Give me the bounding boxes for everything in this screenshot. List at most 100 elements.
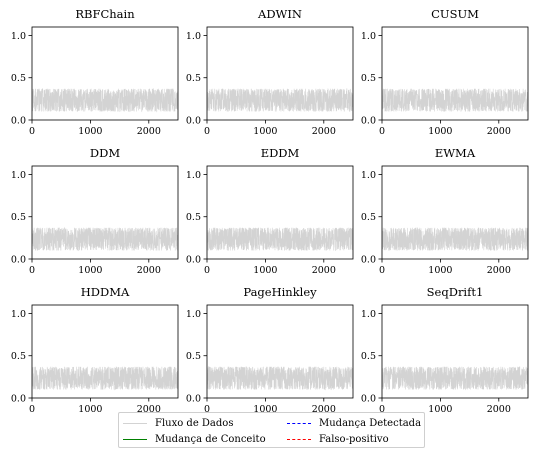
y-tick-label-hddma-1: 0.5 [11,351,26,362]
x-tick-label-rbfchain-1: 1000 [78,126,102,137]
legend-item-concept-change: Mudança de Conceito [123,432,266,446]
x-tick-label-ddm-0: 0 [29,265,35,276]
x-tick-label-eddm-0: 0 [204,265,210,276]
x-tick-label-seqdrift1-1: 1000 [428,404,452,415]
x-tick-label-rbfchain-2: 2000 [137,126,161,137]
y-tick-label-seqdrift1-1: 0.5 [361,351,376,362]
subplot-title-eddm: EDDM [261,146,300,160]
y-tick-label-ewma-1: 0.5 [361,212,376,223]
x-tick-label-rbfchain-0: 0 [29,126,35,137]
series-line-fluxo-de-dados-ewma [382,226,528,251]
series-line-fluxo-de-dados-ddm [32,226,178,252]
x-tick-label-ddm-1: 1000 [78,265,102,276]
subplot-adwin: ADWIN 0 1000 2000 0.0 0.5 1.0 [186,7,354,137]
y-tick-label-seqdrift1-2: 1.0 [361,309,376,320]
x-tick-label-cusum-0: 0 [379,126,385,137]
series-line-fluxo-de-dados-seqdrift1 [382,366,528,391]
axes-frame-ddm [31,165,179,260]
series-line-fluxo-de-dados-adwin [207,88,353,112]
x-tick-label-hddma-0: 0 [29,404,35,415]
subplot-hddma: HDDMA 0 1000 2000 0.0 0.5 1.0 [11,285,179,415]
y-tick-label-ddm-2: 1.0 [11,170,26,181]
y-tick-label-ddm-1: 0.5 [11,212,26,223]
y-tick-label-adwin-1: 0.5 [186,73,201,84]
series-line-fluxo-de-dados-hddma [32,366,178,391]
legend-label-detected-change: Mudança Detectada [319,417,422,429]
series-line-fluxo-de-dados-cusum [382,88,528,112]
y-tick-label-ewma-2: 1.0 [361,170,376,181]
x-tick-label-adwin-2: 2000 [312,126,336,137]
x-tick-label-adwin-1: 1000 [253,126,277,137]
y-tick-label-pagehinkley-0: 0.0 [186,393,201,404]
legend-label-data-stream: Fluxo de Dados [155,417,234,429]
series-line-fluxo-de-dados-rbfchain [32,88,178,113]
y-tick-label-rbfchain-0: 0.0 [11,115,26,126]
legend-item-data-stream: Fluxo de Dados [123,416,233,430]
y-tick-label-cusum-2: 1.0 [361,31,376,42]
series-line-fluxo-de-dados-pagehinkley [207,365,353,391]
x-tick-label-cusum-1: 1000 [428,126,452,137]
subplot-title-hddma: HDDMA [81,285,130,299]
axes-frame-pagehinkley [206,304,354,399]
y-tick-label-hddma-2: 1.0 [11,309,26,320]
x-tick-label-pagehinkley-2: 2000 [312,404,336,415]
y-tick-label-adwin-2: 1.0 [186,31,201,42]
legend-label-false-positive: Falso-positivo [319,433,389,445]
axes-frame-eddm [206,165,354,260]
subplot-title-cusum: CUSUM [431,7,479,21]
legend-label-concept-change: Mudança de Conceito [155,433,266,445]
y-tick-label-ddm-0: 0.0 [11,254,26,265]
axes-frame-seqdrift1 [381,304,529,399]
legend-swatch-data-stream [123,422,147,424]
subplot-eddm: EDDM 0 1000 2000 0.0 0.5 1.0 [186,146,354,276]
subplot-ewma: EWMA 0 1000 2000 0.0 0.5 1.0 [361,146,529,276]
y-tick-label-pagehinkley-1: 0.5 [186,351,201,362]
subplot-title-pagehinkley: PageHinkley [243,285,317,299]
y-tick-label-rbfchain-2: 1.0 [11,31,26,42]
subplot-title-ewma: EWMA [435,146,476,160]
y-tick-label-cusum-0: 0.0 [361,115,376,126]
subplot-title-ddm: DDM [90,146,120,160]
y-tick-label-pagehinkley-2: 1.0 [186,309,201,320]
x-tick-label-seqdrift1-2: 2000 [487,404,511,415]
x-tick-label-eddm-2: 2000 [312,265,336,276]
y-tick-label-hddma-0: 0.0 [11,393,26,404]
y-tick-label-rbfchain-1: 0.5 [11,73,26,84]
axes-frame-rbfchain [31,26,179,121]
x-tick-label-seqdrift1-0: 0 [379,404,385,415]
subplot-cusum: CUSUM 0 1000 2000 0.0 0.5 1.0 [361,7,529,137]
y-tick-label-adwin-0: 0.0 [186,115,201,126]
subplot-ddm: DDM 0 1000 2000 0.0 0.5 1.0 [11,146,179,276]
legend-item-false-positive: Falso-positivo [287,432,389,446]
x-tick-label-ewma-0: 0 [379,265,385,276]
x-tick-label-eddm-1: 1000 [253,265,277,276]
y-tick-label-cusum-1: 0.5 [361,73,376,84]
x-tick-label-cusum-2: 2000 [487,126,511,137]
legend: Fluxo de Dados Mudança Detectada Mudança… [118,412,425,448]
y-tick-label-seqdrift1-0: 0.0 [361,393,376,404]
x-tick-label-pagehinkley-1: 1000 [253,404,277,415]
x-tick-label-hddma-2: 2000 [137,404,161,415]
y-tick-label-ewma-0: 0.0 [361,254,376,265]
y-tick-label-eddm-0: 0.0 [186,254,201,265]
x-tick-label-ewma-2: 2000 [487,265,511,276]
y-tick-label-eddm-1: 0.5 [186,212,201,223]
legend-swatch-detected-change [287,422,311,424]
axes-frame-adwin [206,26,354,121]
subplot-title-seqdrift1: SeqDrift1 [427,285,484,299]
x-tick-label-adwin-0: 0 [204,126,210,137]
subplot-seqdrift1: SeqDrift1 0 1000 2000 0.0 0.5 1.0 [361,285,529,415]
axes-frame-ewma [381,165,529,260]
x-tick-label-ddm-2: 2000 [137,265,161,276]
x-tick-label-hddma-1: 1000 [78,404,102,415]
legend-swatch-false-positive [287,438,311,440]
legend-item-detected-change: Mudança Detectada [287,416,421,430]
subplot-title-rbfchain: RBFChain [75,7,135,21]
series-line-fluxo-de-dados-eddm [207,227,353,251]
y-tick-label-eddm-2: 1.0 [186,170,201,181]
axes-frame-hddma [31,304,179,399]
legend-swatch-concept-change [123,438,147,440]
x-tick-label-ewma-1: 1000 [428,265,452,276]
subplot-rbfchain: RBFChain 0 1000 2000 0.0 0.5 1.0 [11,7,179,137]
